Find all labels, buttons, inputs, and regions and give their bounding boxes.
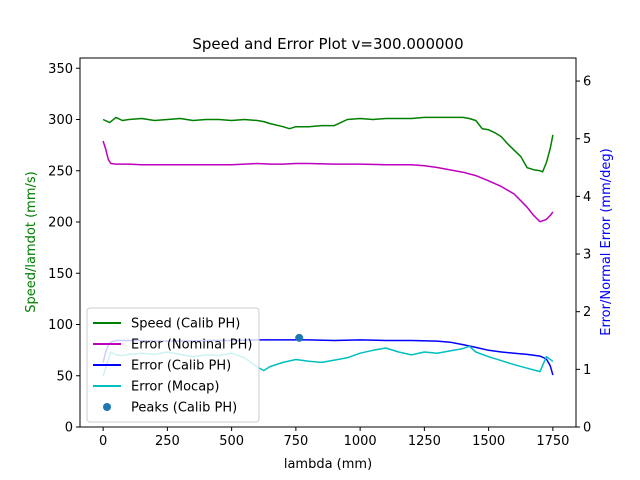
x-tick-label: 1250 — [408, 434, 441, 449]
series-line-0 — [102, 116, 554, 173]
x-tick-label: 0 — [99, 434, 107, 449]
legend-entry-label: Error (Calib PH) — [131, 359, 231, 374]
y-right-tick-label: 1 — [583, 363, 591, 378]
legend-entry-label: Error (Mocap) — [131, 380, 220, 395]
x-tick-label: 1500 — [472, 434, 505, 449]
legend: Speed (Calib PH) Error (Nominal PH) Error … — [86, 307, 260, 423]
y-right-tick-label: 0 — [583, 421, 591, 436]
series-line-1 — [102, 140, 554, 223]
x-tick-label: 500 — [219, 434, 244, 449]
x-tick-label: 1000 — [344, 434, 377, 449]
y-left-tick-label: 50 — [56, 369, 73, 384]
y-left-tick-label: 300 — [48, 113, 73, 128]
y-left-tick-label: 350 — [48, 62, 73, 77]
x-axis: 0 250 500 750 1000 1250 1500 1750 — [99, 427, 569, 449]
y-left-tick-label: 100 — [48, 318, 73, 333]
legend-swatch — [103, 403, 111, 411]
y-right-tick-label: 2 — [583, 305, 591, 320]
x-axis-label: lambda (mm) — [284, 457, 372, 472]
y-axis-right-label: Error/Normal Error (mm/deg) — [599, 148, 614, 335]
y-axis-left-label: Speed/lamdot (mm/s) — [24, 171, 39, 312]
x-tick-label: 250 — [155, 434, 180, 449]
peak-point — [295, 333, 304, 342]
y-axis-right: 0 1 2 3 4 5 6 — [576, 75, 591, 436]
axes-frame — [79, 57, 577, 428]
y-right-tick-label: 3 — [583, 248, 591, 263]
x-tick-label: 1750 — [536, 434, 569, 449]
legend-entry-label: Speed (Calib PH) — [131, 317, 240, 332]
y-right-tick-label: 6 — [583, 75, 591, 90]
y-right-tick-label: 4 — [583, 190, 591, 205]
chart-title: Speed and Error Plot v=300.000000 — [192, 35, 463, 53]
y-left-tick-label: 250 — [48, 164, 73, 179]
y-left-tick-label: 200 — [48, 216, 73, 231]
legend-box — [86, 307, 260, 423]
y-left-tick-label: 0 — [65, 421, 73, 436]
y-right-tick-label: 5 — [583, 132, 591, 147]
y-axis-left: 0 50 100 150 200 250 300 350 — [48, 62, 80, 436]
x-tick-label: 750 — [283, 434, 308, 449]
legend-entry-label: Peaks (Calib PH) — [131, 401, 237, 416]
legend-entry-label: Error (Nominal PH) — [131, 338, 252, 353]
y-left-tick-label: 150 — [48, 267, 73, 282]
